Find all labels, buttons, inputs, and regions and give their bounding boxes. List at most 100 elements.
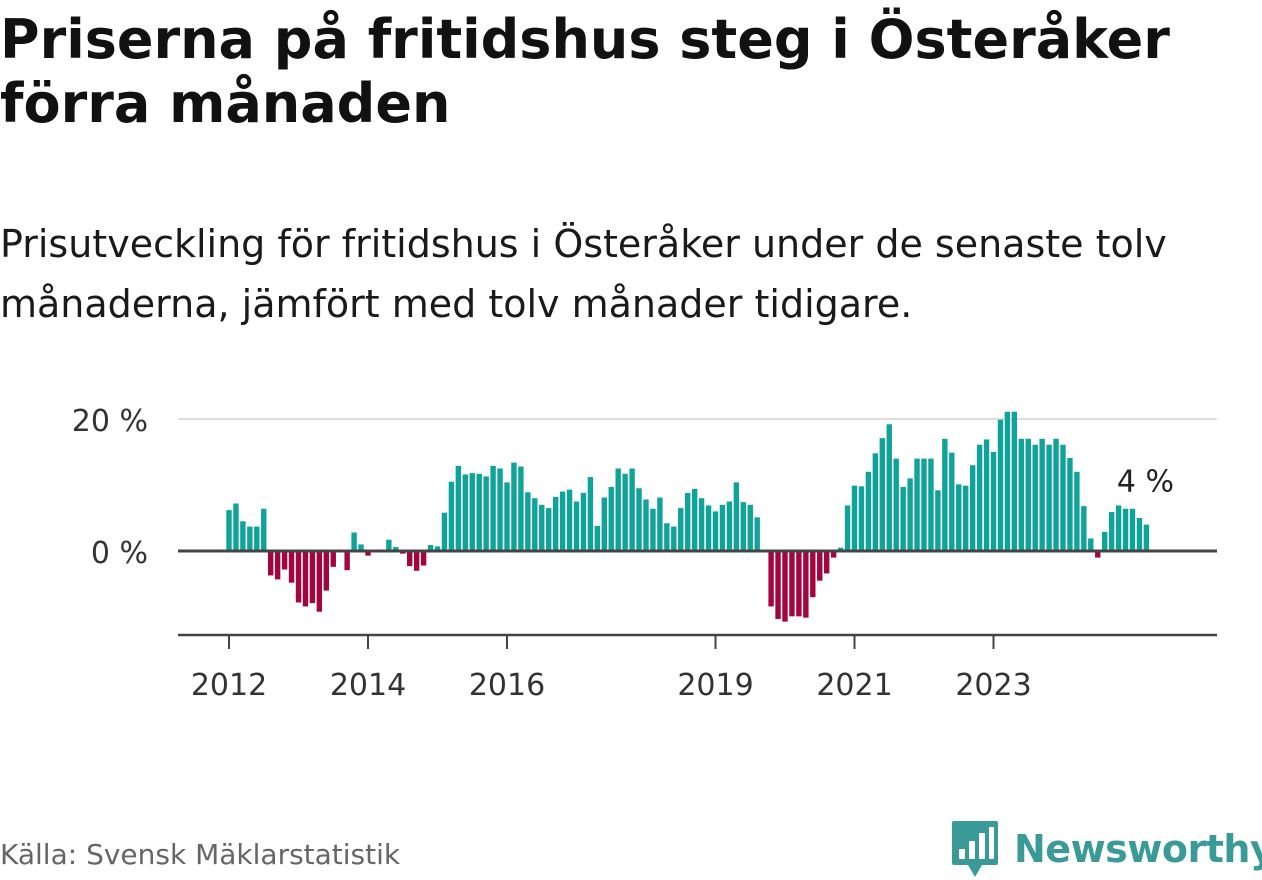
bar <box>261 508 267 551</box>
bar <box>476 473 482 551</box>
bar <box>858 486 865 551</box>
bars-layer <box>226 411 1150 622</box>
bar <box>893 458 899 551</box>
bar <box>441 512 448 551</box>
bar <box>1108 512 1115 551</box>
last-value-label: 4 % <box>1117 464 1174 499</box>
bar <box>504 482 510 551</box>
bar <box>935 490 941 551</box>
bar <box>546 508 552 551</box>
bar <box>983 439 990 551</box>
bar <box>914 458 920 551</box>
bar <box>740 502 746 551</box>
bar <box>552 496 559 551</box>
labels-layer: 0 % 20 % 2012 2014 2016 2019 2021 2023 4 % <box>72 404 1174 700</box>
bar <box>1067 457 1073 551</box>
bar <box>233 503 239 551</box>
bar <box>879 438 885 551</box>
bar <box>274 551 281 580</box>
bar <box>525 492 531 551</box>
bar <box>448 481 455 551</box>
bar <box>657 497 663 551</box>
bar <box>288 551 295 583</box>
bar <box>622 473 628 551</box>
bar <box>434 546 441 551</box>
x-tick-label: 2016 <box>469 668 545 700</box>
bar <box>1060 444 1066 551</box>
bar <box>427 545 434 551</box>
y-tick-label: 0 % <box>91 536 148 571</box>
bar <box>782 551 788 622</box>
brand-name: Newsworthy <box>1014 827 1262 871</box>
bar <box>685 492 691 551</box>
bar <box>1039 438 1045 551</box>
bar <box>413 551 420 571</box>
bar <box>1088 538 1094 551</box>
bar <box>608 486 614 551</box>
bar <box>650 508 656 551</box>
bar <box>629 468 635 551</box>
chart-subtitle: Prisutveckling för fritidshus i Österåke… <box>0 222 1167 326</box>
bar-chart-bubble-icon <box>952 821 998 877</box>
bar <box>539 504 545 551</box>
bar <box>844 505 851 551</box>
bar <box>671 526 677 551</box>
bar <box>886 424 892 551</box>
bar <box>309 551 316 604</box>
bar <box>1046 444 1052 551</box>
bar <box>900 486 906 551</box>
bar <box>942 438 948 551</box>
bar <box>587 477 594 551</box>
bar <box>1018 438 1024 551</box>
bar <box>643 499 649 551</box>
bar <box>295 551 302 603</box>
y-tick-label: 20 % <box>72 404 148 439</box>
bar <box>789 551 795 617</box>
bar <box>733 482 740 551</box>
bar <box>872 453 879 551</box>
bar <box>949 452 955 551</box>
bar <box>810 551 816 598</box>
bar <box>705 505 712 551</box>
bar <box>511 462 517 551</box>
bar <box>1053 438 1059 551</box>
bar <box>386 539 392 551</box>
bar <box>316 551 323 612</box>
bar <box>455 465 462 551</box>
bar <box>775 551 781 619</box>
bar <box>1129 508 1136 551</box>
bar <box>712 511 719 551</box>
bar <box>483 476 489 551</box>
bar <box>747 504 753 551</box>
bar <box>330 551 336 567</box>
bar <box>719 504 726 551</box>
bar <box>580 492 587 551</box>
price-change-bar-chart: 0 % 20 % 2012 2014 2016 2019 2021 2023 4 % <box>72 404 1217 700</box>
axis-layer <box>178 549 1217 649</box>
bar <box>726 501 733 551</box>
bar <box>462 474 468 551</box>
bar <box>796 551 802 617</box>
bar <box>956 484 962 551</box>
bar <box>907 478 913 551</box>
x-tick-label: 2019 <box>677 668 753 700</box>
bar <box>678 508 684 551</box>
bar <box>518 466 524 551</box>
bar <box>532 498 538 551</box>
chart-title: Priserna på fritidshus steg i Österåker … <box>0 8 1170 135</box>
bar <box>323 551 329 591</box>
newsworthy-logo[interactable]: Newsworthy <box>950 818 1262 880</box>
bar <box>1074 471 1080 551</box>
bar <box>268 551 274 576</box>
bar <box>921 458 927 551</box>
bar <box>351 532 357 551</box>
bar <box>240 521 246 551</box>
bar <box>851 485 858 551</box>
bar <box>837 547 844 551</box>
bar <box>830 551 837 558</box>
bar <box>1081 506 1087 551</box>
bar <box>1011 411 1018 551</box>
x-tick-label: 2021 <box>816 668 892 700</box>
bar <box>865 471 872 551</box>
bar <box>803 551 809 618</box>
